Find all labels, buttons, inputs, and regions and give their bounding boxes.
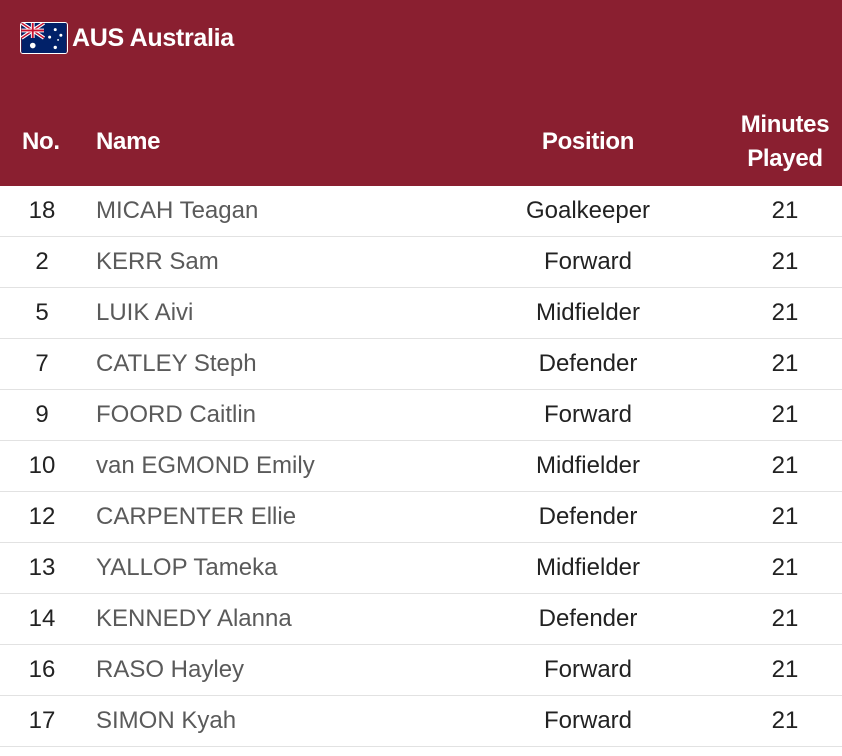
player-position: Defender — [538, 605, 638, 632]
player-name: KENNEDY Alanna — [96, 605, 292, 632]
player-name: CARPENTER Ellie — [96, 503, 297, 530]
player-minutes: 21 — [771, 197, 799, 224]
player-number: 10 — [28, 452, 56, 479]
table-row: 2 KERR Sam Forward 21 — [0, 237, 842, 288]
player-minutes: 21 — [771, 299, 799, 326]
player-name: CATLEY Steph — [96, 350, 257, 377]
player-number: 14 — [28, 605, 56, 632]
table-row: 18 MICAH Teagan Goalkeeper 21 — [0, 186, 842, 237]
table-row: 14 KENNEDY Alanna Defender 21 — [0, 594, 842, 645]
player-name: KERR Sam — [96, 248, 219, 275]
column-header-position: Position — [541, 128, 635, 155]
player-number: 17 — [28, 707, 56, 734]
table-row: 9 FOORD Caitlin Forward 21 — [0, 390, 842, 441]
player-number: 12 — [28, 503, 56, 530]
player-minutes: 21 — [771, 605, 799, 632]
player-name: YALLOP Tameka — [96, 554, 278, 581]
column-header-minutes-line1: Minutes — [740, 111, 830, 138]
player-minutes: 21 — [771, 350, 799, 377]
player-name: van EGMOND Emily — [96, 452, 315, 479]
player-position: Forward — [543, 248, 633, 275]
player-number: 7 — [35, 350, 49, 377]
player-position: Forward — [543, 401, 633, 428]
column-header-minutes-line2: Played — [747, 145, 823, 172]
player-number: 2 — [35, 248, 49, 275]
player-name: LUIK Aivi — [96, 299, 194, 326]
player-name: RASO Hayley — [96, 656, 245, 683]
australia-flag-icon — [20, 22, 68, 54]
player-position: Defender — [538, 503, 638, 530]
player-position: Midfielder — [535, 452, 641, 479]
player-position: Midfielder — [535, 554, 641, 581]
player-number: 16 — [28, 656, 56, 683]
player-minutes: 21 — [771, 248, 799, 275]
player-number: 9 — [35, 401, 49, 428]
player-minutes: 21 — [771, 554, 799, 581]
player-name: SIMON Kyah — [96, 707, 237, 734]
table-row: 5 LUIK Aivi Midfielder 21 — [0, 288, 842, 339]
column-header-minutes-played: Minutes Played — [710, 108, 842, 176]
team-name: AUS Australia — [72, 23, 234, 52]
player-position: Defender — [538, 350, 638, 377]
table-row: 7 CATLEY Steph Defender 21 — [0, 339, 842, 390]
player-position: Midfielder — [535, 299, 641, 326]
player-name: MICAH Teagan — [96, 197, 259, 224]
player-minutes: 21 — [771, 401, 799, 428]
player-number: 13 — [28, 554, 56, 581]
table-row: 12 CARPENTER Ellie Defender 21 — [0, 492, 842, 543]
column-header-name: Name — [96, 128, 161, 155]
player-position: Forward — [543, 707, 633, 734]
player-minutes: 21 — [771, 452, 799, 479]
player-table-body: 18 MICAH Teagan Goalkeeper 21 2 KERR Sam… — [0, 186, 842, 747]
table-row: 17 SIMON Kyah Forward 21 — [0, 696, 842, 747]
table-row: 13 YALLOP Tameka Midfielder 21 — [0, 543, 842, 594]
table-row: 16 RASO Hayley Forward 21 — [0, 645, 842, 696]
player-minutes: 21 — [771, 503, 799, 530]
player-minutes: 21 — [771, 656, 799, 683]
player-name: FOORD Caitlin — [96, 401, 257, 428]
table-row: 10 van EGMOND Emily Midfielder 21 — [0, 441, 842, 492]
column-header-number: No. — [22, 128, 60, 155]
player-number: 5 — [35, 299, 49, 326]
player-position: Forward — [543, 656, 633, 683]
player-number: 18 — [28, 197, 56, 224]
team-header: AUS Australia No. Name Position Minutes … — [0, 0, 842, 186]
team-title-row: AUS Australia — [20, 20, 234, 56]
player-minutes: 21 — [771, 707, 799, 734]
player-position: Goalkeeper — [525, 197, 651, 224]
